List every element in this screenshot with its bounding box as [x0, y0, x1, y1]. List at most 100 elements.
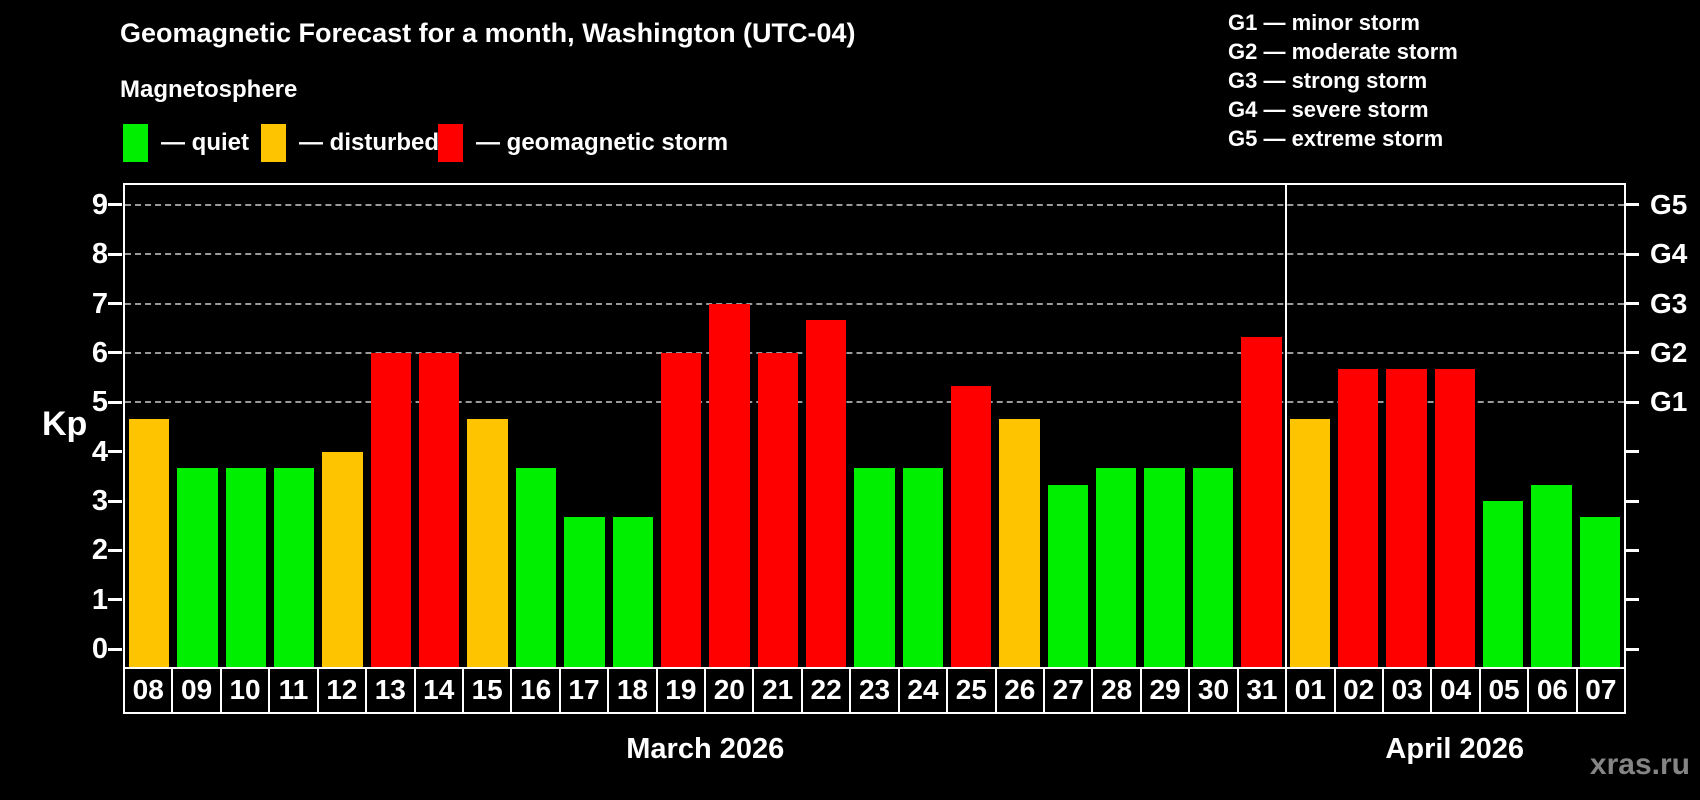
y-axis-title: Kp — [42, 405, 88, 443]
date-cell-26: 26 — [994, 669, 1043, 712]
g-scale-legend-line-2: G2 — moderate storm — [1228, 39, 1458, 64]
date-cell-24: 24 — [897, 669, 946, 712]
kp-bar-day-30 — [1192, 467, 1234, 667]
kp-bar-day-07 — [1579, 517, 1620, 667]
date-cell-29: 29 — [1139, 669, 1188, 712]
y-axis-tick-right — [1625, 647, 1639, 651]
kp-bar-day-23 — [854, 467, 895, 667]
g-scale-legend: G1 — minor storm G2 — moderate storm G3 — … — [1228, 8, 1458, 153]
kp-bar-day-21 — [757, 352, 798, 667]
y-axis-tick-label-3: 3 — [91, 485, 108, 518]
disturbed-color-swatch — [261, 124, 286, 162]
y-axis-tick-right — [1625, 450, 1639, 454]
date-cell-13: 13 — [365, 669, 413, 712]
kp-bar-day-16 — [515, 467, 557, 667]
kp-bar-day-02 — [1337, 369, 1379, 667]
date-cell-22: 22 — [800, 669, 849, 712]
y-axis-tick-left — [108, 450, 122, 454]
date-cell-05: 05 — [1478, 669, 1527, 712]
kp-bar-day-25 — [951, 386, 992, 667]
date-cell-30: 30 — [1188, 669, 1236, 712]
kp-bar-day-06 — [1531, 484, 1572, 667]
kp-bar-day-18 — [612, 517, 653, 667]
y-axis-tick-right — [1625, 302, 1639, 306]
kp-bar-day-20 — [709, 303, 750, 667]
date-cell-01: 01 — [1285, 669, 1333, 712]
date-cell-15: 15 — [461, 669, 510, 712]
date-cell-10: 10 — [219, 669, 268, 712]
date-cell-25: 25 — [946, 669, 994, 712]
date-cell-08: 08 — [132, 674, 164, 705]
kp-bar-day-10 — [225, 467, 267, 667]
date-cell-09: 09 — [171, 669, 219, 712]
y-axis-tick-label-8: 8 — [91, 238, 108, 271]
g-scale-legend-line-5: G5 — extreme storm — [1228, 126, 1444, 151]
storm-color-swatch — [438, 124, 463, 162]
kp-bar-day-03 — [1386, 369, 1427, 667]
legend-item-quiet: — quiet — [123, 122, 249, 164]
g-scale-legend-line-4: G4 — severe storm — [1228, 97, 1429, 122]
date-cell-14: 14 — [413, 669, 462, 712]
legend-label-quiet: — quiet — [161, 129, 249, 156]
y-axis-tick-label-1: 1 — [91, 583, 108, 616]
y-axis-tick-left — [108, 203, 122, 207]
kp-bar-day-17 — [564, 517, 605, 667]
y-axis-tick-right — [1625, 548, 1639, 552]
month-label-1: April 2026 — [1385, 733, 1525, 765]
chart-subtitle: Magnetosphere — [120, 76, 298, 103]
kp-bar-day-14 — [419, 352, 460, 667]
y-axis-tick-label-4: 4 — [91, 435, 108, 468]
y-axis-tick-left — [108, 351, 122, 355]
month-separator — [1284, 185, 1287, 667]
y-axis-tick-right — [1625, 203, 1639, 207]
y-axis-tick-left — [108, 252, 122, 256]
kp-bar-day-05 — [1482, 501, 1524, 667]
date-cell-28: 28 — [1091, 669, 1139, 712]
y-axis-tick-right — [1625, 252, 1639, 256]
kp-bar-day-12 — [322, 451, 363, 667]
y-axis-tick-right — [1625, 400, 1639, 404]
g-scale-legend-line-3: G3 — strong storm — [1228, 68, 1428, 93]
kp-bar-day-04 — [1434, 369, 1475, 667]
y-axis-tick-left — [108, 400, 122, 404]
kp-bar-day-26 — [999, 418, 1040, 667]
y-axis-tick-label-5: 5 — [91, 386, 108, 419]
month-label-0: March 2026 — [626, 733, 785, 765]
g-axis-label-G2: G2 — [1650, 336, 1688, 368]
legend-label-disturbed: — disturbed — [299, 129, 440, 156]
y-axis-tick-right — [1625, 351, 1639, 355]
y-axis-tick-label-6: 6 — [91, 336, 108, 369]
date-cell-31: 31 — [1236, 669, 1285, 712]
g-axis-label-G4: G4 — [1650, 238, 1688, 270]
date-cell-07: 07 — [1575, 669, 1624, 712]
date-cell-17: 17 — [558, 669, 607, 712]
date-cell-12: 12 — [316, 669, 365, 712]
y-axis-tick-label-2: 2 — [91, 534, 108, 567]
gridline-kp6 — [125, 351, 1624, 354]
date-cell-20: 20 — [704, 669, 752, 712]
gridline-kp8 — [125, 253, 1624, 256]
y-axis-tick-right — [1625, 598, 1639, 602]
kp-bar-day-31 — [1241, 336, 1282, 667]
g-axis-label-G1: G1 — [1650, 386, 1688, 418]
date-cell-04: 04 — [1430, 669, 1478, 712]
gridline-kp7 — [125, 302, 1624, 305]
kp-bar-day-29 — [1144, 467, 1185, 667]
kp-bar-day-13 — [370, 352, 412, 667]
y-axis-tick-left — [108, 647, 122, 651]
kp-bar-day-19 — [660, 352, 702, 667]
y-axis-tick-label-0: 0 — [91, 633, 108, 666]
y-axis-tick-left — [108, 598, 122, 602]
kp-bar-day-27 — [1047, 484, 1089, 667]
watermark: xras.ru — [1589, 748, 1690, 781]
y-axis-tick-label-9: 9 — [91, 188, 108, 221]
gridline-kp5 — [125, 401, 1624, 404]
plot-area — [123, 183, 1626, 669]
y-axis-tick-label-7: 7 — [91, 287, 108, 320]
date-cell-06: 06 — [1527, 669, 1575, 712]
legend-item-disturbed: — disturbed — [261, 122, 439, 164]
date-cell-11: 11 — [268, 669, 316, 712]
kp-bar-day-15 — [467, 418, 508, 667]
date-cell-21: 21 — [752, 669, 800, 712]
